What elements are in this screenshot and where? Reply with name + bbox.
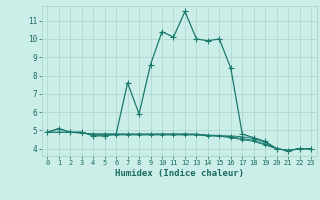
- X-axis label: Humidex (Indice chaleur): Humidex (Indice chaleur): [115, 169, 244, 178]
